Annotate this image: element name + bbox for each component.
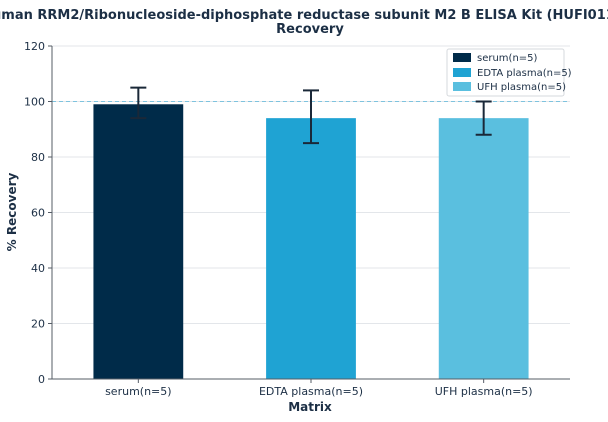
bar-serum <box>93 104 184 380</box>
x-tick-label: EDTA plasma(n=5) <box>259 385 363 398</box>
legend-swatch-edta-plasma <box>453 68 471 77</box>
y-axis-title: % Recovery <box>5 173 19 252</box>
legend-label-serum: serum(n=5) <box>477 53 538 64</box>
bar-ufh-plasma <box>438 118 529 380</box>
x-tick-label: serum(n=5) <box>105 385 171 398</box>
y-tick-label: 80 <box>31 151 45 164</box>
y-tick-label: 120 <box>24 40 45 53</box>
y-tick-label: 0 <box>38 373 45 386</box>
legend: serum(n=5) EDTA plasma(n=5) UFH plasma(n… <box>446 48 572 97</box>
axes: 0 20 40 60 80 100 120 serum(n=5) EDTA plasma(n=5… <box>24 40 570 398</box>
chart-title: Human RRM2/Ribonucleoside-diphosphate re… <box>0 8 608 23</box>
y-tick-label: 40 <box>31 262 45 275</box>
x-axis-title: Matrix <box>288 400 332 414</box>
error-bars <box>130 86 492 145</box>
bars <box>93 104 529 380</box>
legend-label-edta-plasma: EDTA plasma(n=5) <box>477 68 572 79</box>
legend-swatch-serum <box>453 53 471 62</box>
y-tick-label: 100 <box>24 96 45 109</box>
x-tick-label: UFH plasma(n=5) <box>435 385 533 398</box>
chart-subtitle: Recovery <box>276 22 344 37</box>
legend-swatch-ufh-plasma <box>453 82 471 91</box>
legend-label-ufh-plasma: UFH plasma(n=5) <box>477 82 566 93</box>
bar-edta-plasma <box>266 118 356 380</box>
y-tick-label: 60 <box>31 207 45 220</box>
legend-box <box>446 48 565 97</box>
y-tick-label: 20 <box>31 318 45 331</box>
